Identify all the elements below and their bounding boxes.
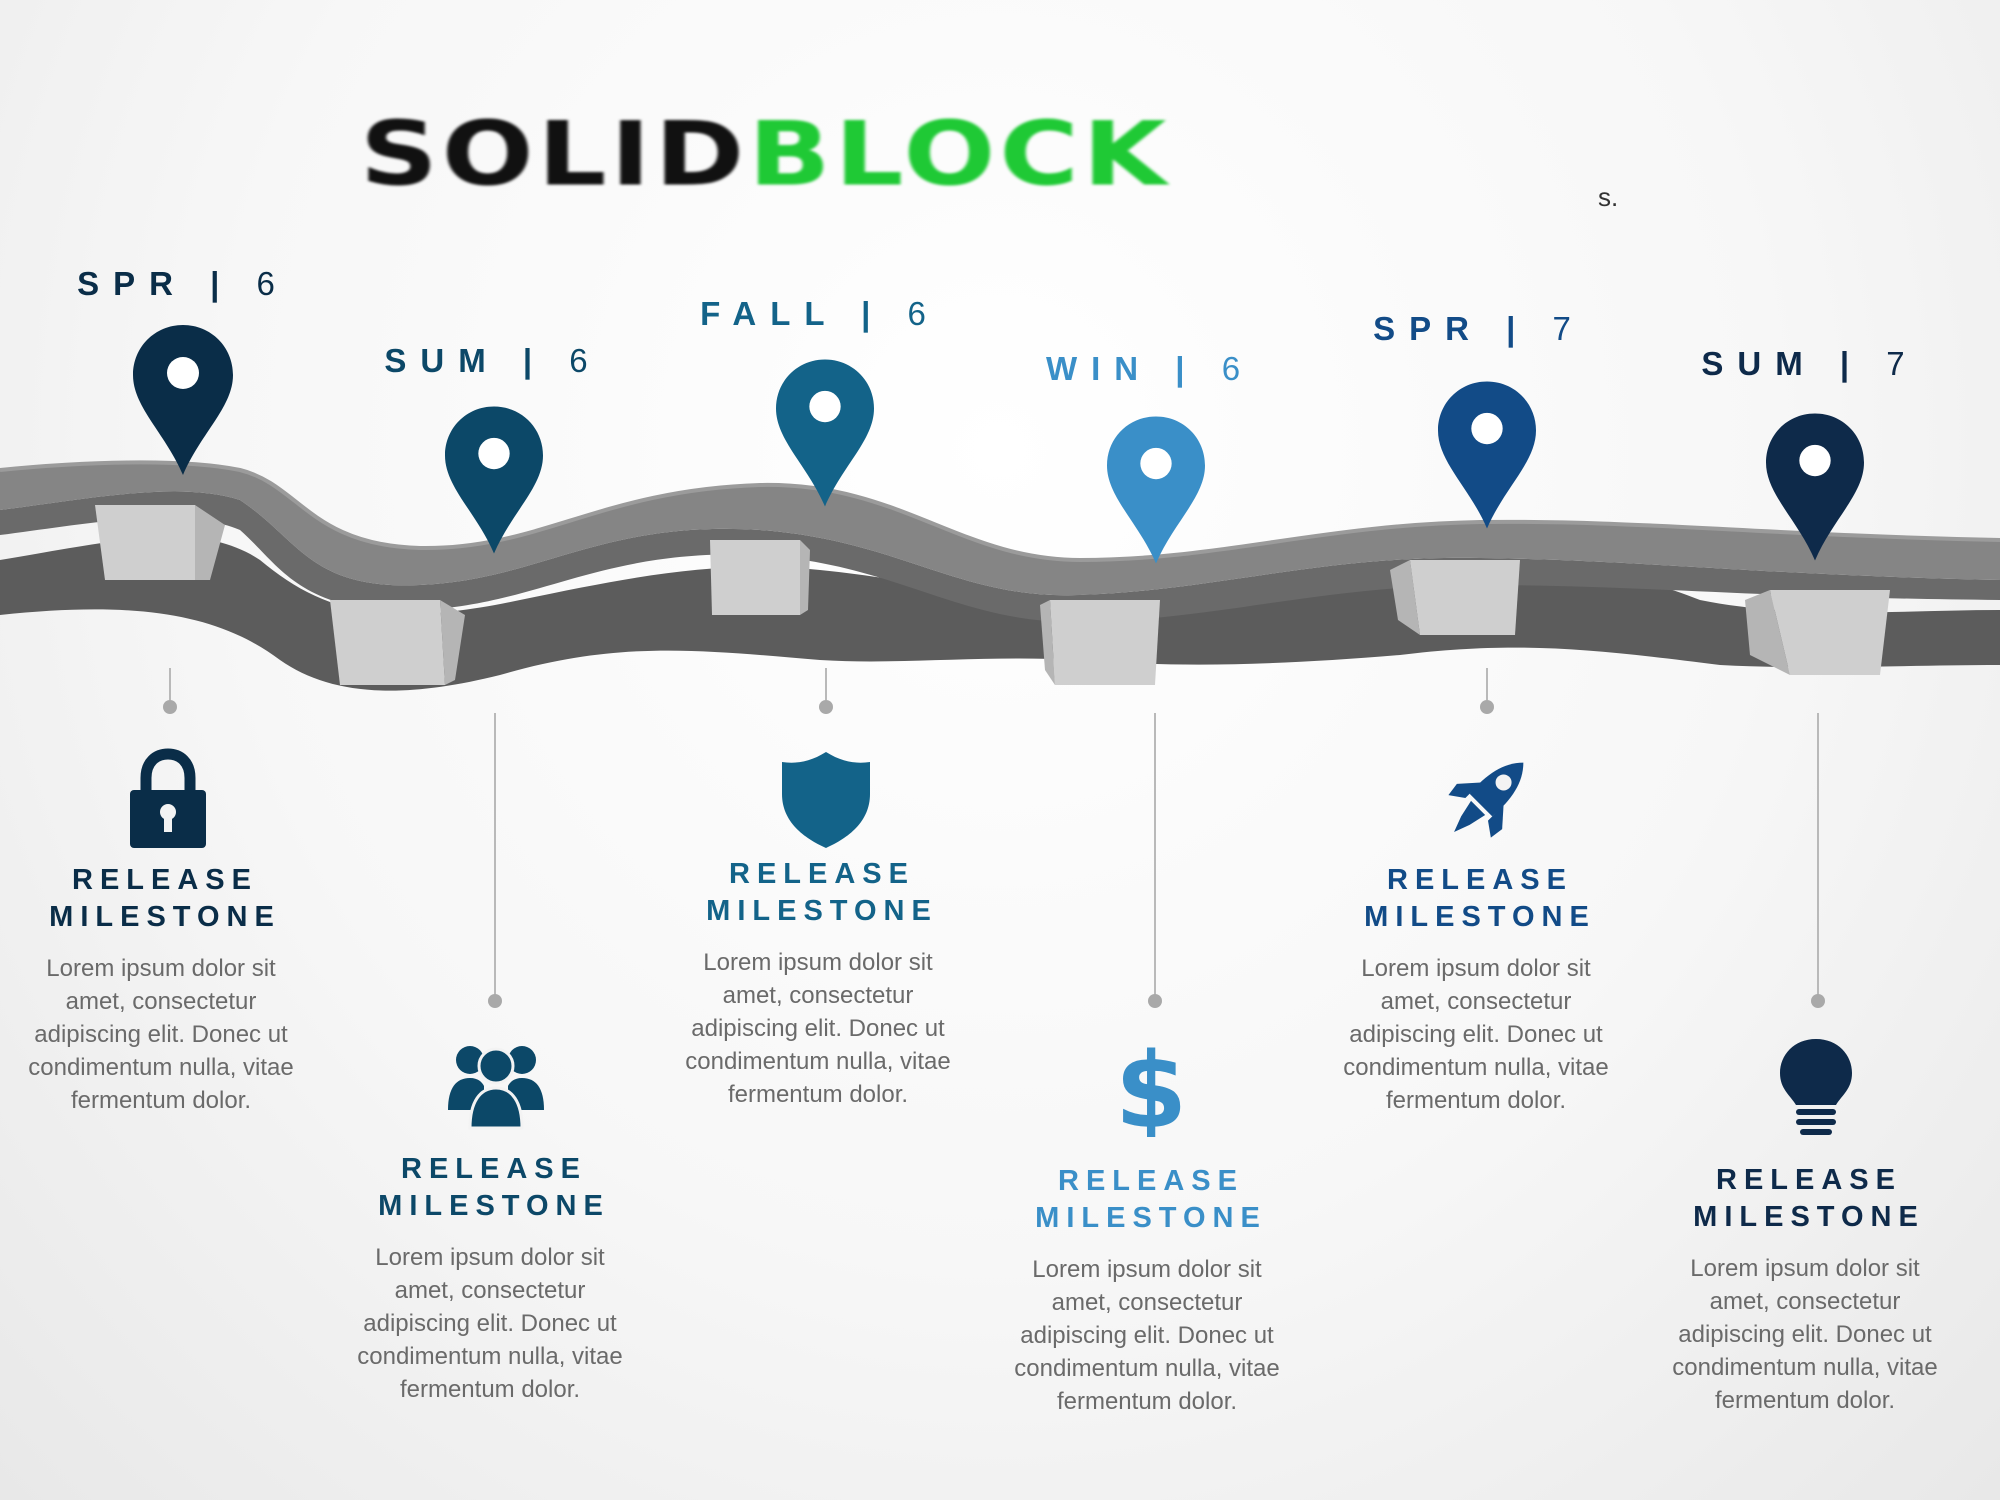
milestone-description: Lorem ipsum dolor sit amet, consectetur … [357, 1244, 623, 1403]
logo-suffix: s. [1598, 182, 1619, 212]
season-label-sum7: SUM | 7 [1650, 345, 1970, 383]
map-pin-icon [1107, 416, 1205, 564]
solidblock-logo: SOLID BLOCK [360, 110, 1620, 200]
season-label-sum6: SUM | 6 [333, 342, 653, 380]
milestone-title: RELEASE MILESTONE [15, 862, 315, 936]
season-year: 6 [1221, 350, 1255, 387]
season-year: 6 [256, 265, 289, 302]
season-separator: | [210, 265, 234, 302]
milestone-title-line2: MILESTONE [706, 895, 938, 927]
milestone-title-line1: RELEASE [72, 864, 258, 896]
season-year: 7 [1886, 345, 1919, 382]
milestone-description: Lorem ipsum dolor sit amet, consectetur … [1672, 1255, 1938, 1414]
logo-solid-text: SOLID [360, 103, 749, 206]
dollar-icon: $ [1115, 1037, 1187, 1137]
season-separator: | [861, 295, 885, 332]
map-pin-icon [133, 325, 233, 475]
season-separator: | [1839, 345, 1864, 382]
milestone-title-line2: MILESTONE [1035, 1202, 1267, 1234]
connector-line [169, 668, 171, 700]
connector-dot [488, 994, 502, 1008]
lock-icon [130, 748, 206, 848]
lightbulb-icon [1780, 1039, 1852, 1135]
users-icon [448, 1046, 544, 1130]
milestone-title-line1: RELEASE [729, 858, 915, 890]
season-year: 6 [907, 295, 940, 332]
milestone-title-line2: MILESTONE [49, 901, 281, 933]
connector-dot [819, 700, 833, 714]
milestone-title: RELEASE MILESTONE [1001, 1163, 1301, 1237]
season-name: WIN [1045, 350, 1153, 387]
road-top [0, 462, 2000, 596]
road-edge [0, 460, 2000, 563]
season-label-spr7: SPR | 7 [1319, 310, 1639, 348]
connector-dot [163, 700, 177, 714]
milestone-title-line2: MILESTONE [1364, 901, 1596, 933]
season-label-win6: WIN | 6 [990, 350, 1310, 388]
season-label-spr6: SPR | 6 [23, 265, 343, 303]
milestone-description: Lorem ipsum dolor sit amet, consectetur … [1014, 1256, 1280, 1415]
season-separator: | [1506, 310, 1530, 347]
connector-line [494, 713, 496, 1000]
svg-text:$: $ [1115, 1037, 1187, 1137]
season-name: SPR [77, 265, 187, 302]
season-name: FALL [700, 295, 838, 332]
connector-dot [1148, 994, 1162, 1008]
logo-block-text: BLOCK [748, 103, 1171, 206]
connector-dot [1480, 700, 1494, 714]
rocket-icon [1448, 762, 1524, 838]
milestone-title: RELEASE MILESTONE [344, 1151, 644, 1225]
milestone-title-line2: MILESTONE [378, 1190, 610, 1222]
milestone-description: Lorem ipsum dolor sit amet, consectetur … [1343, 955, 1609, 1114]
season-name: SPR [1373, 310, 1483, 347]
map-pin-icon [776, 359, 874, 507]
milestone-title-line2: MILESTONE [1693, 1201, 1925, 1233]
road-pillars [95, 505, 1890, 685]
season-year: 7 [1552, 310, 1585, 347]
roadmap-road [0, 460, 2000, 691]
milestone-title-line1: RELEASE [401, 1153, 587, 1185]
season-separator: | [522, 342, 547, 379]
milestone-title: RELEASE MILESTONE [1330, 862, 1630, 936]
milestone-description: Lorem ipsum dolor sit amet, consectetur … [28, 955, 294, 1114]
season-separator: | [1175, 350, 1199, 387]
connector-line [1486, 668, 1488, 700]
milestone-title: RELEASE MILESTONE [1659, 1162, 1959, 1236]
map-pin-icon [1438, 381, 1536, 529]
season-name: SUM [384, 342, 500, 379]
season-year: 6 [569, 342, 602, 379]
milestone-title: RELEASE MILESTONE [672, 856, 972, 930]
shield-icon [782, 752, 870, 848]
connector-line [825, 668, 827, 700]
season-name: SUM [1701, 345, 1817, 382]
milestone-title-line1: RELEASE [1716, 1164, 1902, 1196]
road-side [0, 491, 2000, 623]
milestone-title-line1: RELEASE [1387, 864, 1573, 896]
connector-line [1154, 713, 1156, 1000]
season-label-fall6: FALL | 6 [660, 295, 980, 333]
milestone-title-line1: RELEASE [1058, 1165, 1244, 1197]
milestone-description: Lorem ipsum dolor sit amet, consectetur … [685, 949, 951, 1108]
connector-line [1817, 713, 1819, 1000]
map-pin-icon [445, 406, 543, 554]
map-pin-icon [1766, 413, 1864, 561]
connector-dot [1811, 994, 1825, 1008]
